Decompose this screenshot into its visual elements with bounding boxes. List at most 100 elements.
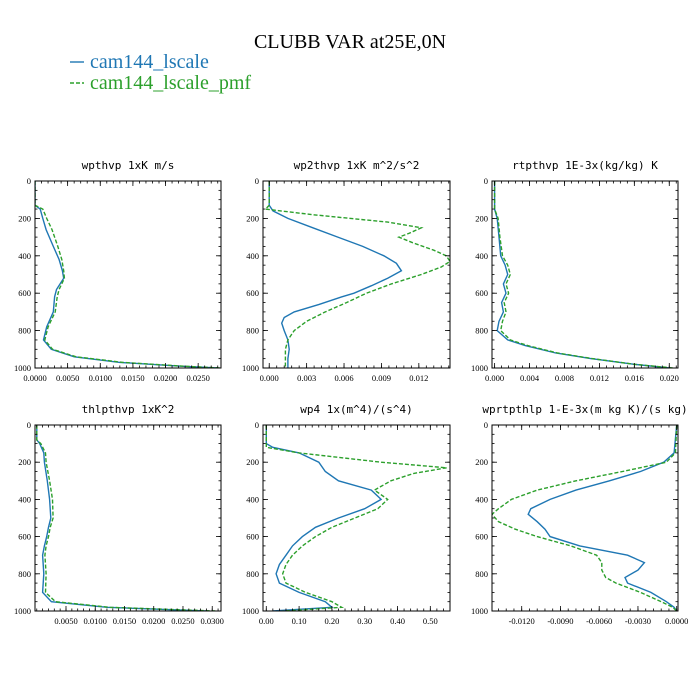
x-tick-label: 0.0000	[665, 616, 688, 626]
panel-6: wprtpthlp 1-E-3x(m kg K)/(s kg) 0 200 400 60…	[471, 403, 688, 626]
panel-title: thlpthvp 1xK^2	[82, 403, 175, 416]
y-tick-label: 800	[246, 326, 259, 336]
figure-title: CLUBB VAR at25E,0N	[254, 31, 446, 53]
series-line-1	[268, 181, 403, 368]
series-line-1	[265, 425, 383, 611]
x-tick-label: 0.003	[297, 373, 316, 383]
legend-label-2: cam144_lscale_pmf	[90, 72, 251, 94]
y-tick-label: 0	[27, 420, 31, 430]
panel-title: wpthvp 1xK m/s	[82, 159, 175, 172]
y-tick-label: 0	[484, 176, 488, 186]
x-tick-label: 0.40	[390, 616, 405, 626]
y-tick-label: 200	[246, 213, 259, 223]
y-tick-label: 800	[18, 326, 31, 336]
y-tick-label: 1000	[471, 363, 488, 373]
series-line-2	[264, 181, 450, 368]
plot-frame	[34, 424, 222, 612]
plot-frame	[491, 180, 679, 369]
y-tick-label: 1000	[242, 606, 259, 616]
y-tick-label: 400	[18, 494, 31, 504]
y-tick-label: 800	[246, 569, 259, 579]
y-tick-label: 400	[246, 251, 259, 261]
y-tick-label: 0	[484, 420, 488, 430]
x-tick-label: 0.0050	[56, 373, 79, 383]
x-tick-label: 0.0150	[113, 616, 136, 626]
y-tick-label: 600	[246, 532, 259, 542]
x-tick-label: 0.020	[660, 373, 679, 383]
x-tick-label: 0.20	[324, 616, 339, 626]
y-tick-label: 0	[255, 176, 259, 186]
y-tick-label: 1000	[471, 606, 488, 616]
x-tick-label: 0.0300	[201, 616, 224, 626]
series-line-1	[36, 425, 207, 611]
x-tick-label: 0.009	[372, 373, 391, 383]
series-line-2	[36, 425, 216, 611]
x-tick-label: 0.0050	[54, 616, 77, 626]
legend: cam144_lscale cam144_lscale_pmf	[70, 51, 251, 94]
x-tick-label: 0.0100	[89, 373, 112, 383]
y-tick-label: 200	[18, 213, 31, 223]
y-tick-label: 1000	[242, 363, 259, 373]
x-tick-label: 0.008	[555, 373, 574, 383]
series-line-1	[527, 425, 678, 611]
y-tick-label: 0	[255, 420, 259, 430]
y-tick-label: 400	[475, 251, 488, 261]
y-tick-label: 800	[475, 326, 488, 336]
x-tick-label: 0.00	[259, 616, 274, 626]
y-tick-label: 600	[475, 288, 488, 298]
panel-title: rtpthvp 1E-3x(kg/kg) K	[512, 159, 658, 172]
x-tick-label: 0.016	[625, 373, 644, 383]
plot-frame	[491, 424, 679, 612]
y-tick-label: 200	[18, 457, 31, 467]
x-tick-label: 0.000	[260, 373, 279, 383]
x-tick-label: 0.006	[334, 373, 353, 383]
x-tick-label: 0.012	[409, 373, 428, 383]
panel-title: wp2thvp 1xK m^2/s^2	[294, 159, 420, 172]
x-tick-label: 0.000	[485, 373, 504, 383]
y-tick-label: 400	[246, 494, 259, 504]
y-tick-label: 200	[475, 213, 488, 223]
plot-frame	[262, 180, 451, 369]
series-line-2	[265, 425, 447, 611]
y-tick-label: 400	[18, 251, 31, 261]
series-line-1	[493, 181, 670, 368]
series-line-2	[493, 181, 674, 368]
series-line-2	[492, 425, 678, 611]
panel-3: rtpthvp 1E-3x(kg/kg) K020040060080010000…	[471, 159, 679, 383]
series-line-1	[35, 181, 218, 368]
panel-title: wprtpthlp 1-E-3x(m kg K)/(s kg)	[482, 403, 687, 416]
x-tick-label: 0.0250	[186, 373, 209, 383]
x-tick-label: 0.0100	[84, 616, 107, 626]
y-tick-label: 0	[27, 176, 31, 186]
y-tick-label: 200	[246, 457, 259, 467]
y-tick-label: 600	[475, 532, 488, 542]
y-tick-label: 200	[475, 457, 488, 467]
x-tick-label: 0.30	[357, 616, 372, 626]
x-tick-label: 0.0250	[171, 616, 194, 626]
x-tick-label: 0.0200	[154, 373, 177, 383]
series-line-2	[35, 181, 221, 368]
y-tick-label: 600	[18, 532, 31, 542]
y-tick-label: 1000	[14, 363, 31, 373]
y-tick-label: 800	[18, 569, 31, 579]
x-tick-label: -0.0030	[625, 616, 651, 626]
panel-2: wp2thvp 1xK m^2/s^2020040060080010000.00…	[242, 159, 451, 383]
legend-label-1: cam144_lscale	[90, 51, 209, 73]
x-tick-label: -0.0060	[586, 616, 612, 626]
x-tick-label: 0.012	[590, 373, 609, 383]
y-tick-label: 400	[475, 494, 488, 504]
x-tick-label: -0.0090	[547, 616, 573, 626]
x-tick-label: 0.004	[520, 373, 540, 383]
x-tick-label: 0.0150	[121, 373, 144, 383]
y-tick-label: 800	[475, 569, 488, 579]
x-tick-label: 0.50	[423, 616, 438, 626]
panel-4: thlpthvp 1xK^2 0 200 400 600 800 1000 0.0050 0.0…	[14, 403, 224, 626]
y-tick-label: 1000	[14, 606, 31, 616]
x-tick-label: -0.0120	[509, 616, 535, 626]
panel-title: wp4 1x(m^4)/(s^4)	[300, 403, 413, 416]
x-tick-label: 0.0200	[142, 616, 165, 626]
